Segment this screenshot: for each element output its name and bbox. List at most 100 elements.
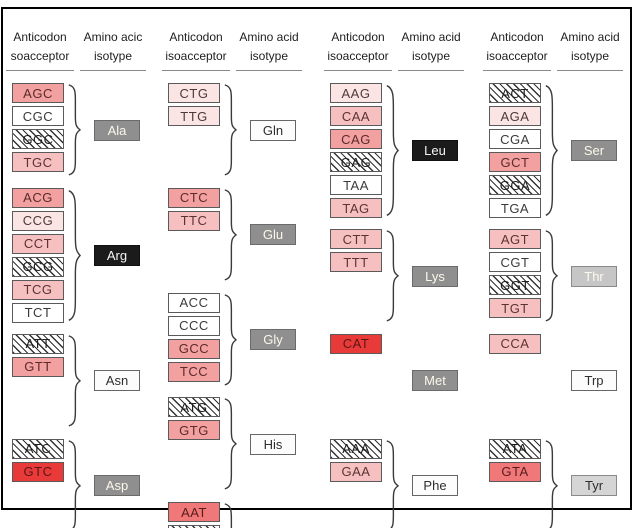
- group-brace: [66, 188, 81, 323]
- isoacceptor-group: CTT TTT Lys: [330, 229, 480, 323]
- isoacceptor-group: AATGATTAT Ile: [168, 502, 318, 528]
- codon-box: TTT: [330, 252, 382, 273]
- group-brace: [222, 293, 237, 387]
- curly-brace-icon: [543, 229, 558, 323]
- curly-brace-icon: [384, 229, 399, 323]
- isoacceptor-group: ACC CCC GCC TCC Gly: [168, 292, 318, 387]
- isoacceptor-group: AAA GAA Phe: [330, 438, 480, 528]
- amino-acid-label: Ala: [94, 119, 140, 141]
- curly-brace-icon: [66, 188, 81, 323]
- codon-box: TGA: [489, 198, 541, 219]
- codon-box: GTT: [12, 356, 64, 377]
- codon-box: CGC: [12, 106, 64, 127]
- isoacceptor-group: CAT Met: [330, 333, 480, 428]
- codon-box: CTG: [168, 83, 220, 104]
- curly-brace-icon: [66, 83, 81, 177]
- codon-box: CTC: [168, 187, 220, 208]
- codon-box: GGC: [12, 129, 64, 150]
- isoacceptor-group: ACT AGA CGA GCT GGA TGA Ser: [489, 83, 638, 219]
- codon-stack: CTC TTC: [168, 187, 220, 282]
- codon-stack: ACT AGA CGA GCT GGA TGA: [489, 83, 541, 219]
- amino-acid-label: Asn: [94, 370, 140, 392]
- header-text: isotype: [249, 48, 289, 63]
- header-text: isotype: [411, 48, 451, 63]
- label-wrap: Leu: [403, 83, 467, 218]
- anticodon-header: Anticodon isoacceptor: [324, 28, 392, 72]
- group-brace: [384, 83, 399, 218]
- amino-acid-label: Gln: [250, 119, 296, 141]
- codon-box: TTC: [168, 210, 220, 231]
- codon-box: CGA: [489, 129, 541, 150]
- codon-stack: CAT: [330, 333, 382, 428]
- isoacceptor-group: CCA Trp: [489, 333, 638, 428]
- codon-box: ACG: [12, 187, 64, 208]
- amino-acid-label: Met: [412, 370, 458, 392]
- group-brace: [222, 83, 237, 177]
- curly-brace-icon: [384, 83, 399, 218]
- codon-box: TAG: [330, 198, 382, 219]
- codon-stack: AGC CGC GGC TGC: [12, 83, 64, 177]
- codon-box: CAG: [330, 129, 382, 150]
- amino-acid-label: His: [250, 433, 296, 455]
- label-wrap: Thr: [562, 229, 626, 323]
- amino-acid-header: Amino acic isotype: [80, 28, 146, 72]
- column-2: Anticodon isoacceptor Amino acid isotype CTG…: [162, 28, 318, 528]
- anticodon-header: Anticodon soacceptor: [6, 28, 74, 72]
- codon-box: TGC: [12, 152, 64, 173]
- header-text: isoacceptor: [327, 48, 389, 63]
- column-4: Anticodon isoacceptor Amino acid isotype ACT…: [483, 28, 638, 528]
- codon-box: GAA: [330, 461, 382, 482]
- isoacceptor-group: ATG GTG His: [168, 397, 318, 491]
- codon-box: TTG: [168, 106, 220, 127]
- amino-acid-header: Amino acid isotype: [557, 28, 623, 72]
- group-brace: [222, 188, 237, 282]
- amino-acid-label: Glu: [250, 224, 296, 246]
- codon-stack: AGT CGT GGT TGT: [489, 229, 541, 323]
- codon-box: GTA: [489, 461, 541, 482]
- label-wrap: Lys: [403, 229, 467, 323]
- column-header: Anticodon isoacceptor Amino acid isotype: [162, 28, 318, 72]
- column-header: Anticodon soacceptor Amino acic isotype: [6, 28, 162, 72]
- codon-box: TCC: [168, 361, 220, 382]
- amino-acid-label: Tyr: [571, 475, 617, 497]
- header-text: Anticodon: [490, 30, 544, 44]
- amino-acid-label: Asp: [94, 475, 140, 497]
- label-wrap: Trp: [562, 334, 626, 428]
- codon-box: AGT: [489, 229, 541, 250]
- codon-box: ATT: [12, 333, 64, 354]
- codon-stack: ATT GTT: [12, 333, 64, 428]
- curly-brace-icon: [543, 439, 558, 528]
- codon-box: ATA: [489, 438, 541, 459]
- codon-box: CCT: [12, 233, 64, 254]
- column-header: Anticodon isoacceptor Amino acid isotype: [324, 28, 480, 72]
- curly-brace-icon: [222, 293, 237, 387]
- isoacceptor-group: ATT GTT Asn: [12, 333, 162, 428]
- codon-box: GAG: [330, 152, 382, 173]
- codon-box: TCG: [12, 279, 64, 300]
- header-text: Amino acid: [560, 30, 620, 44]
- curly-brace-icon: [543, 83, 558, 218]
- group-brace: [384, 439, 399, 528]
- amino-acid-label: Gly: [250, 329, 296, 351]
- amino-acid-label: Lys: [412, 265, 458, 287]
- codon-box: CGT: [489, 252, 541, 273]
- codon-box: ATG: [168, 397, 220, 418]
- header-text: Anticodon: [13, 30, 67, 44]
- curly-brace-icon: [222, 188, 237, 282]
- header-text: soacceptor: [10, 48, 70, 63]
- group-brace: [222, 397, 237, 491]
- codon-box: ATC: [12, 438, 64, 459]
- codon-stack: ACC CCC GCC TCC: [168, 292, 220, 387]
- isoacceptor-group: CTG TTG Gln: [168, 83, 318, 177]
- group-brace: [66, 439, 81, 528]
- group-brace: [222, 502, 237, 528]
- codon-box: GCG: [12, 256, 64, 277]
- label-wrap: Glu: [241, 188, 305, 282]
- label-wrap: Asp: [85, 439, 149, 528]
- amino-acid-label: Ser: [571, 140, 617, 162]
- codon-box: AAG: [330, 83, 382, 104]
- amino-acid-label: Arg: [94, 244, 140, 266]
- label-wrap: Gln: [241, 83, 305, 177]
- amino-acid-label: Leu: [412, 140, 458, 162]
